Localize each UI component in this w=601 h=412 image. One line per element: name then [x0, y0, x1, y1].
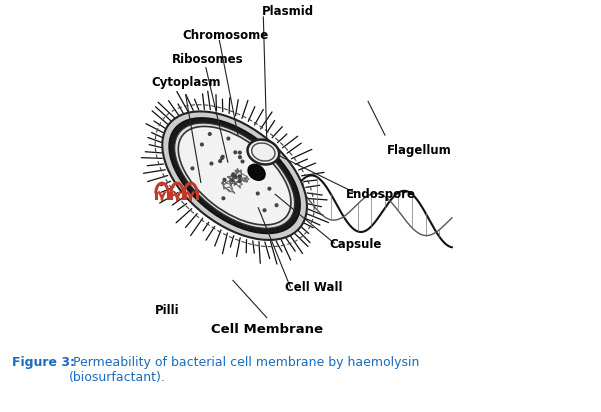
- Text: Cytoplasm: Cytoplasm: [152, 76, 221, 89]
- Circle shape: [238, 175, 241, 178]
- Circle shape: [210, 162, 213, 165]
- Circle shape: [241, 160, 244, 163]
- Circle shape: [239, 180, 241, 183]
- Circle shape: [191, 167, 194, 170]
- Circle shape: [209, 133, 211, 136]
- Text: Endospore: Endospore: [346, 188, 416, 201]
- Circle shape: [201, 143, 203, 146]
- Circle shape: [257, 192, 259, 195]
- Text: Figure 3:: Figure 3:: [12, 356, 75, 370]
- Circle shape: [222, 197, 225, 200]
- Text: Permeability of bacterial cell membrane by haemolysin
(biosurfactant).: Permeability of bacterial cell membrane …: [69, 356, 419, 384]
- Circle shape: [221, 155, 224, 158]
- Ellipse shape: [178, 126, 291, 225]
- Text: Ribosomes: Ribosomes: [172, 53, 244, 66]
- Text: Capsule: Capsule: [329, 239, 382, 251]
- Text: Cell Membrane: Cell Membrane: [211, 323, 323, 336]
- Circle shape: [233, 175, 236, 178]
- Text: Plasmid: Plasmid: [261, 5, 314, 18]
- Circle shape: [239, 156, 242, 159]
- Circle shape: [227, 137, 230, 140]
- Circle shape: [232, 173, 234, 176]
- Circle shape: [263, 209, 266, 212]
- Ellipse shape: [252, 143, 275, 161]
- Circle shape: [239, 151, 241, 154]
- Circle shape: [232, 174, 235, 177]
- Circle shape: [268, 187, 270, 190]
- Text: Flagellum: Flagellum: [386, 144, 451, 157]
- Circle shape: [219, 160, 222, 162]
- Ellipse shape: [248, 140, 279, 164]
- Text: Chromosome: Chromosome: [182, 29, 269, 42]
- Circle shape: [223, 178, 226, 181]
- Ellipse shape: [162, 111, 307, 240]
- Circle shape: [231, 179, 234, 181]
- Circle shape: [221, 157, 224, 159]
- Circle shape: [234, 151, 237, 154]
- Ellipse shape: [175, 123, 294, 228]
- Circle shape: [234, 176, 237, 178]
- Circle shape: [275, 204, 278, 206]
- Ellipse shape: [169, 118, 300, 234]
- Ellipse shape: [248, 164, 265, 180]
- Text: Cell Wall: Cell Wall: [285, 281, 343, 294]
- Text: Pilli: Pilli: [155, 304, 180, 317]
